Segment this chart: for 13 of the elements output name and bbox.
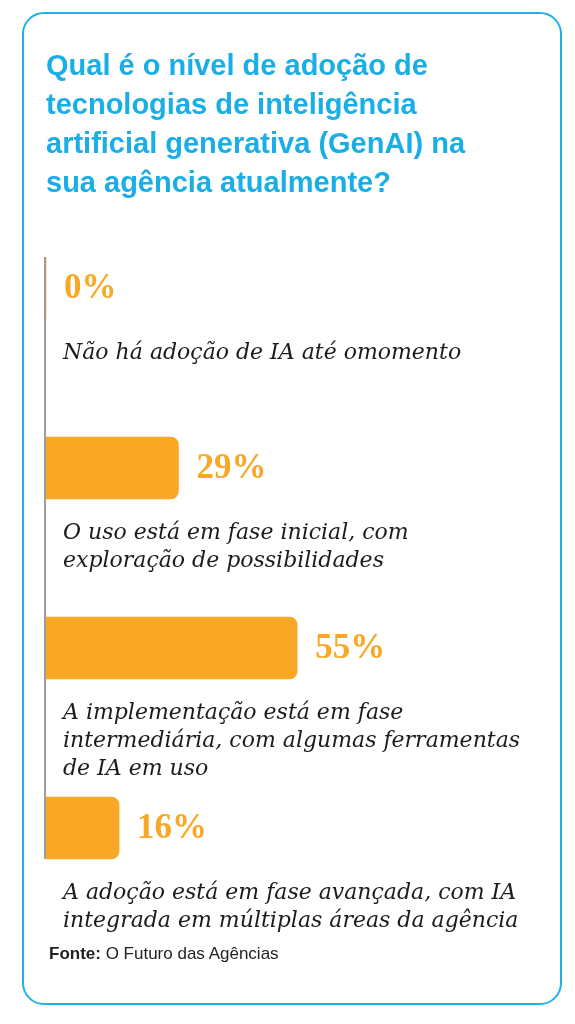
y-tick-label: A implementação está em fase intermediária, com algumas ferramentas de IA em uso	[61, 699, 521, 780]
data-label: 29%	[196, 447, 267, 487]
source-note: Fonte: O Futuro das Agências	[49, 944, 279, 963]
bar	[46, 436, 179, 500]
data-label: 0%	[64, 267, 117, 307]
data-label: 16%	[137, 807, 208, 847]
y-tick-label: Não há adoção de IA até omomento	[62, 339, 462, 364]
bar	[46, 616, 298, 680]
chart-title: Qual é o nível de adoção de tecnologias de inteligência artificial generativa (GenAI) na sua agência atualmente?	[46, 48, 467, 200]
y-tick-label: A adoção está em fase avançada, com IA integrada em múltiplas áreas da agência	[61, 879, 519, 932]
data-label: 55%	[315, 627, 386, 667]
bar	[46, 796, 120, 860]
y-tick-label: O uso está em fase inicial, com exploração de possibilidades	[63, 519, 409, 572]
